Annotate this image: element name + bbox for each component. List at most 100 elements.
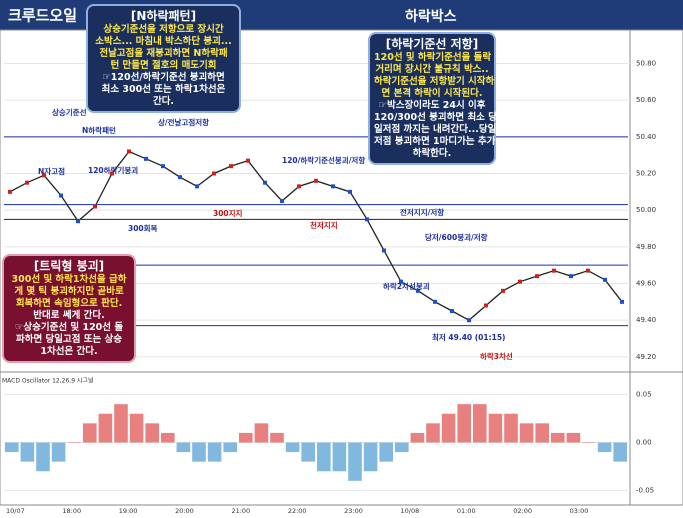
chart-label: N하락패턴 bbox=[82, 125, 116, 135]
annotation-line: 회복하면 속임형으로 판단. bbox=[15, 298, 123, 309]
annotation-line: ☞상승기준선 및 120선 돌 bbox=[14, 322, 124, 333]
x-tick-label: 10/07 bbox=[6, 507, 25, 515]
price-point bbox=[433, 299, 437, 304]
annotation-line: 상승기준선을 저항으로 장시간 bbox=[103, 24, 224, 35]
price-point bbox=[348, 189, 352, 194]
price-point bbox=[399, 279, 403, 284]
macd-bar bbox=[192, 442, 206, 462]
annotation-line: 턴 만들면 절호의 매도기회 bbox=[110, 60, 217, 71]
price-point bbox=[518, 279, 522, 284]
price-point bbox=[484, 303, 488, 308]
chart-label: 120하락기붕괴 bbox=[88, 165, 138, 175]
chart-label: 120/하락기준선붕괴/저항 bbox=[282, 155, 365, 165]
macd-bar bbox=[410, 432, 425, 443]
macd-bar bbox=[145, 423, 159, 443]
chart-label: 천저지지 bbox=[310, 220, 338, 230]
y-tick-label: 50.80 bbox=[636, 60, 656, 68]
annotation-n: [N하락패턴] 상승기준선을 저항으로 장시간 소박스... 마침내 박스하단 붕괴… bbox=[86, 4, 241, 113]
annotation-resist: [하락기준선 저항] 120선 및 하락기준선을 돌락 거리며 장시간 불규칙 박스… bbox=[368, 32, 497, 165]
annotation-line: 전날고점을 재붕괴하면 N하락패 bbox=[99, 48, 228, 59]
chart-label: 300회복 bbox=[128, 223, 158, 233]
x-tick-label: 22:00 bbox=[288, 507, 307, 515]
price-point bbox=[229, 164, 233, 169]
macd-bar bbox=[504, 413, 518, 443]
macd-bar bbox=[488, 413, 503, 443]
macd-bar bbox=[176, 442, 191, 453]
price-point bbox=[467, 318, 471, 323]
price-point bbox=[93, 204, 97, 209]
y-tick-label: 0.00 bbox=[636, 439, 652, 447]
macd-bar bbox=[395, 442, 409, 453]
y-tick-label: -0.05 bbox=[636, 486, 654, 494]
macd-bar bbox=[207, 442, 222, 462]
macd-bar bbox=[270, 432, 284, 443]
y-tick-label: 50.00 bbox=[636, 206, 656, 214]
annotation-line: 1차선은 간다. bbox=[40, 346, 98, 357]
macd-bar bbox=[473, 404, 487, 443]
macd-bar bbox=[20, 442, 35, 462]
macd-bar bbox=[129, 413, 144, 443]
y-tick-label: 49.60 bbox=[636, 280, 656, 288]
price-point bbox=[212, 171, 216, 176]
y-tick-label: 49.20 bbox=[636, 353, 656, 361]
annotation-line: 하락한다. bbox=[412, 148, 452, 159]
price-point bbox=[365, 217, 369, 222]
annotation-line: ☞박스장이라도 24시 이후 bbox=[378, 100, 486, 111]
macd-bar bbox=[535, 423, 549, 443]
y-tick-label: 50.60 bbox=[636, 96, 656, 104]
price-point bbox=[144, 156, 148, 161]
price-point bbox=[586, 268, 590, 273]
price-point bbox=[535, 274, 539, 279]
x-tick-label: 18:00 bbox=[62, 507, 81, 515]
macd-bar bbox=[379, 442, 393, 462]
macd-bar bbox=[5, 442, 19, 453]
annotation-line: ☞120선/하락기준선 붕괴하면 bbox=[102, 72, 225, 83]
x-tick-label: 20:00 bbox=[175, 507, 194, 515]
y-tick-label: 0.05 bbox=[636, 391, 652, 399]
annotation-line: 하락기준선을 저항받기 시작하 bbox=[374, 76, 495, 87]
price-point bbox=[8, 189, 12, 194]
macd-bar bbox=[582, 442, 596, 443]
annotation-line: 소박스... 마침내 박스하단 붕괴... bbox=[95, 36, 232, 47]
price-point bbox=[450, 309, 454, 313]
annotation-title: [하락기준선 저항] bbox=[385, 37, 479, 51]
chart-label: MACD Oscillator 12,26,9 시그널 bbox=[2, 377, 93, 385]
macd-bar bbox=[441, 413, 456, 443]
x-tick-label: 10/08 bbox=[401, 507, 420, 515]
annotation-line: 저점 붕괴하면 1마디가는 추가 bbox=[374, 136, 496, 147]
macd-bar bbox=[317, 442, 331, 472]
chart-label: 300지지 bbox=[213, 208, 243, 218]
macd-bar bbox=[83, 423, 97, 443]
macd-bar bbox=[332, 442, 347, 472]
annotation-line: 최소 300선 또는 하락1차선은 bbox=[101, 84, 226, 95]
annotation-line: 면 본격 하락이 시작된다. bbox=[381, 88, 483, 99]
price-point bbox=[246, 158, 250, 163]
chart-label: 하락2차선붕괴 bbox=[383, 281, 430, 291]
annotation-line: 간다. bbox=[152, 96, 175, 107]
macd-bar bbox=[363, 442, 378, 472]
annotation-line: 거리며 장시간 불규칙 박스.. bbox=[375, 64, 489, 75]
price-point bbox=[110, 171, 114, 176]
annotation-line: 300선 및 하락1차선을 급하 bbox=[11, 274, 127, 285]
macd-bar bbox=[551, 432, 565, 443]
annotation-title: [N하락패턴] bbox=[130, 9, 197, 23]
price-point bbox=[42, 173, 46, 178]
macd-bar bbox=[566, 432, 581, 443]
y-tick-label: 50.40 bbox=[636, 133, 656, 141]
price-point bbox=[314, 178, 318, 183]
chart-label: 당저/600붕괴/저항 bbox=[425, 232, 488, 242]
title-left: 크루드오일 bbox=[8, 7, 77, 25]
x-tick-label: 23:00 bbox=[344, 507, 363, 515]
chart-label: 상/전날고점저항 bbox=[158, 117, 209, 127]
price-point bbox=[416, 288, 420, 293]
price-point bbox=[569, 274, 573, 279]
price-point bbox=[552, 268, 556, 273]
price-point bbox=[603, 277, 607, 282]
y-tick-label: 49.40 bbox=[636, 316, 656, 324]
price-point bbox=[263, 180, 267, 185]
chart-label: 하락3차선 bbox=[480, 351, 513, 361]
macd-bar bbox=[301, 442, 315, 462]
price-point bbox=[280, 199, 284, 203]
chart-label: 최저 49.40 (01:15) bbox=[432, 332, 505, 342]
